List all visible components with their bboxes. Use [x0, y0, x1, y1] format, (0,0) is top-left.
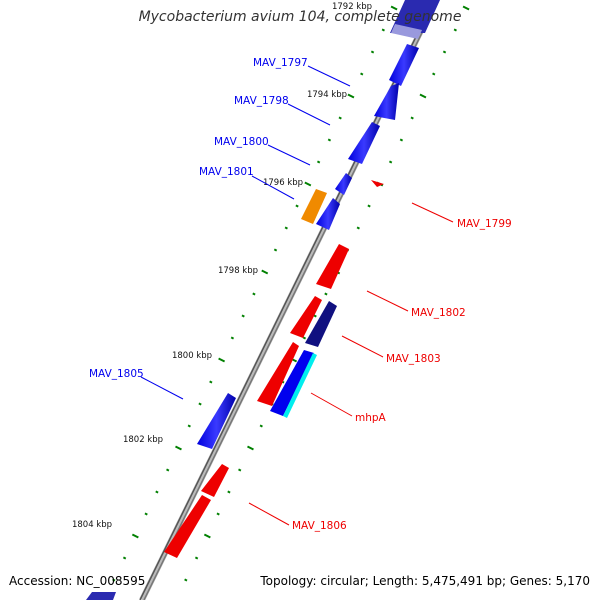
- tick-dot: [166, 468, 170, 472]
- tick-dot: [194, 556, 199, 560]
- gene-feature: [305, 301, 337, 347]
- tick-labels: 1792 kbp 1794 kbp 1796 kbp 1798 kbp 1800…: [72, 2, 372, 530]
- tick-dot: [324, 292, 328, 296]
- tick-dot: [302, 336, 307, 340]
- accession-text: Accession: NC_008595: [9, 574, 146, 588]
- tick-dot: [388, 160, 393, 164]
- tick-dot: [338, 116, 342, 120]
- gene-label: MAV_1797: [253, 57, 308, 69]
- gene-label: MAV_1803: [386, 353, 441, 365]
- tick-dot: [218, 357, 226, 363]
- tick-label: 1794 kbp: [307, 90, 347, 100]
- gene-feature: [257, 342, 299, 406]
- tick-dots: [112, 5, 470, 582]
- gene-features: [86, 0, 440, 600]
- tick-dot: [230, 336, 235, 340]
- gene-label: mhpA: [355, 412, 387, 424]
- tick-dot: [112, 578, 116, 582]
- gene-feature: [86, 592, 116, 600]
- gene-feature: [335, 173, 352, 195]
- tick-dot: [462, 5, 470, 11]
- tick-dot: [144, 512, 148, 516]
- gene-label: MAV_1806: [292, 520, 347, 532]
- leader-lines: [140, 65, 454, 526]
- genome-summary-text: Topology: circular; Length: 5,475,491 bp…: [260, 574, 590, 588]
- gene-labels: MAV_1797 MAV_1798 MAV_1800 MAV_1801 MAV_…: [89, 57, 512, 532]
- gene-feature: [371, 180, 384, 187]
- tick-dot: [187, 424, 191, 428]
- tick-dot: [313, 314, 317, 318]
- gene-feature: [290, 296, 322, 338]
- tick-label: 1796 kbp: [263, 178, 303, 188]
- tick-dot: [356, 226, 360, 230]
- tick-dot: [284, 226, 288, 230]
- tick-dot: [304, 181, 312, 187]
- gene-feature: [348, 122, 380, 164]
- tick-dot: [327, 138, 332, 142]
- tick-dot: [227, 490, 231, 494]
- tick-dot: [453, 28, 457, 32]
- gene-label: MAV_1800: [214, 136, 269, 148]
- tick-dot: [419, 93, 427, 99]
- genome-title: Mycobacterium avium 104, complete genome: [138, 9, 462, 25]
- tick-dot: [238, 468, 242, 472]
- tick-dot: [370, 50, 375, 54]
- tick-dot: [184, 578, 188, 582]
- gene-feature: [374, 83, 399, 120]
- tick-dot: [209, 380, 213, 384]
- gene-feature: [197, 393, 236, 449]
- gene-feature: [270, 350, 314, 416]
- tick-dot: [252, 292, 256, 296]
- gene-label: MAV_1805: [89, 368, 144, 380]
- gene-feature: [316, 198, 340, 230]
- tick-dot: [390, 5, 398, 11]
- tick-dot: [175, 445, 182, 451]
- tick-dot: [442, 50, 447, 54]
- tick-dot: [381, 28, 385, 32]
- gene-feature: [201, 464, 229, 497]
- tick-label: 1792 kbp: [332, 2, 372, 12]
- gene-label: MAV_1802: [411, 307, 466, 319]
- tick-dot: [295, 204, 299, 208]
- gene-feature: [301, 189, 327, 224]
- gene-label: MAV_1799: [457, 218, 512, 230]
- gene-feature: [391, 24, 422, 39]
- tick-dot: [155, 490, 159, 494]
- tick-label: 1804 kbp: [72, 520, 112, 530]
- tick-dot: [241, 314, 245, 318]
- tick-dot: [203, 533, 211, 539]
- tick-label: 1798 kbp: [218, 266, 258, 276]
- gene-feature: [389, 44, 419, 86]
- gene-feature: [390, 0, 440, 33]
- tick-dot: [273, 248, 278, 252]
- tick-dot: [347, 93, 355, 99]
- tick-dot: [216, 512, 220, 516]
- tick-dot: [316, 160, 321, 164]
- tick-dot: [198, 402, 202, 406]
- tick-dot: [131, 533, 139, 539]
- tick-dot: [432, 72, 436, 76]
- gene-feature: [316, 244, 349, 289]
- tick-dot: [122, 556, 127, 560]
- tick-label: 1802 kbp: [123, 435, 163, 445]
- tick-dot: [259, 424, 263, 428]
- tick-dot: [399, 138, 404, 142]
- tick-dot: [360, 72, 364, 76]
- tick-label: 1800 kbp: [172, 351, 212, 361]
- tick-dot: [261, 269, 269, 275]
- tick-dot: [410, 116, 414, 120]
- tick-dot: [247, 445, 254, 451]
- gene-feature: [283, 353, 317, 418]
- gene-label: MAV_1801: [199, 166, 254, 178]
- tick-dot: [367, 204, 371, 208]
- gene-label: MAV_1798: [234, 95, 289, 107]
- gene-feature: [164, 495, 211, 558]
